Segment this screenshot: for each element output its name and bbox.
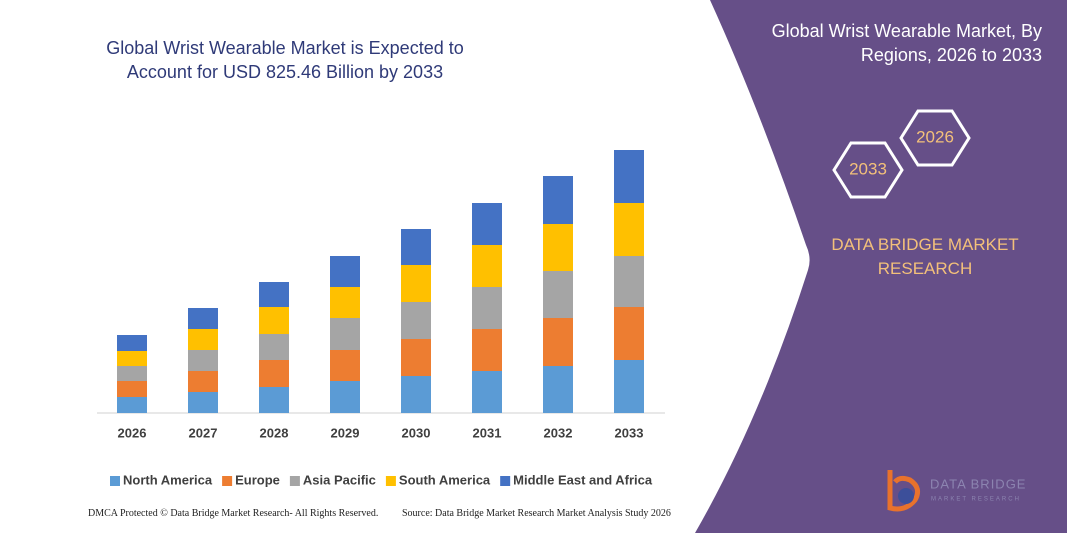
footer-right: Source: Data Bridge Market Research Mark… — [402, 508, 671, 519]
bar-segment — [259, 360, 289, 387]
bar-segment — [259, 282, 289, 307]
bar-segment — [117, 366, 147, 381]
hex-label: 2026 — [916, 127, 954, 146]
bar-segment — [401, 229, 431, 265]
bar-segment — [259, 334, 289, 360]
bar-segment — [330, 318, 360, 350]
bar-segment — [472, 245, 502, 287]
legend-swatch — [110, 476, 120, 486]
bar-segment — [330, 350, 360, 381]
logo-name: DATA BRIDGE — [930, 476, 1026, 491]
bar-segment — [614, 203, 644, 256]
bar-segment — [614, 256, 644, 307]
x-tick-label: 2033 — [615, 425, 644, 440]
legend-label: Asia Pacific — [303, 472, 376, 487]
bar-segment — [117, 397, 147, 413]
bar-segment — [543, 318, 573, 366]
legend-swatch — [500, 476, 511, 486]
bar-segment — [117, 351, 147, 366]
legend-swatch — [222, 476, 233, 486]
side-title: Global Wrist Wearable Market, By Regions… — [771, 21, 1042, 65]
bar-segment — [472, 287, 502, 329]
legend-swatch — [289, 476, 300, 486]
legend-label: Middle East and Africa — [513, 472, 653, 487]
bar-segment — [188, 308, 218, 329]
bar-segment — [330, 256, 360, 287]
bar-segment — [401, 265, 431, 302]
bar-segment — [401, 339, 431, 376]
logo-tagline: MARKET RESEARCH — [931, 497, 1021, 503]
bar-segment — [401, 302, 431, 339]
bar-segment — [543, 224, 573, 271]
x-tick-label: 2031 — [473, 425, 502, 440]
bar-segment — [330, 287, 360, 318]
side-panel — [695, 0, 1067, 533]
bar-segment — [117, 381, 147, 397]
logo: DATA BRIDGE MARKET RESEARCH — [887, 470, 1026, 512]
bar-segment — [401, 376, 431, 413]
logo-icon — [887, 470, 921, 512]
bar-segment — [614, 360, 644, 413]
x-tick-label: 2029 — [331, 425, 360, 440]
x-tick-label: 2028 — [260, 425, 289, 440]
legend-label: South America — [399, 472, 491, 487]
x-tick-label: 2026 — [118, 425, 147, 440]
bar-segment — [614, 150, 644, 203]
legend-swatch — [385, 476, 396, 486]
bar-segment — [543, 176, 573, 224]
bar-segment — [543, 271, 573, 318]
bar-segment — [188, 350, 218, 371]
hexagon — [899, 109, 971, 167]
bar-segment — [188, 392, 218, 413]
hex-label: 2033 — [849, 159, 887, 178]
bar-segment — [472, 329, 502, 371]
x-tick-label: 2032 — [544, 425, 573, 440]
bar-segment — [472, 203, 502, 245]
bar-segment — [259, 307, 289, 334]
chart-title: Global Wrist Wearable Market is Expected… — [106, 38, 464, 82]
logo-icon — [898, 488, 914, 504]
bar-segment — [614, 307, 644, 360]
bar-segment — [117, 335, 147, 351]
bar-segment — [188, 329, 218, 350]
legend-label: Europe — [235, 472, 280, 487]
x-tick-label: 2030 — [402, 425, 431, 440]
bar-segment — [259, 387, 289, 413]
hexagon — [832, 141, 904, 199]
bar-segment — [543, 366, 573, 413]
footer-left: DMCA Protected © Data Bridge Market Rese… — [88, 508, 379, 519]
bar-segment — [188, 371, 218, 392]
bar-segment — [472, 371, 502, 413]
legend-label: North America — [123, 472, 213, 487]
bar-segment — [330, 381, 360, 413]
x-tick-label: 2027 — [189, 425, 218, 440]
brand: DATA BRIDGE MARKET RESEARCH — [831, 235, 1019, 278]
